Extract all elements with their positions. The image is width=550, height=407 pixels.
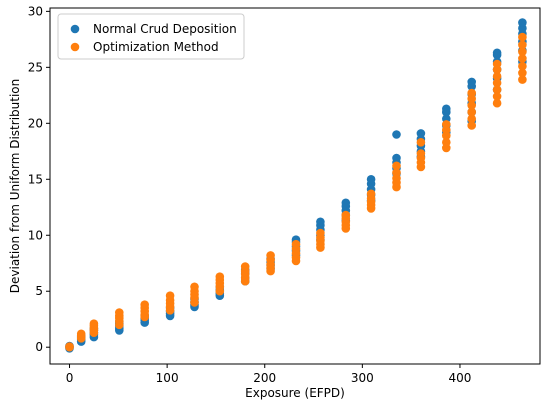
- point-normal-crud: [341, 198, 351, 208]
- point-optimization: [240, 262, 250, 271]
- point-optimization: [190, 282, 199, 292]
- point-optimization: [492, 85, 502, 94]
- legend-marker-normal-crud: [70, 24, 80, 34]
- point-normal-crud: [518, 18, 527, 27]
- y-axis-label: Deviation from Uniform Distribution: [8, 79, 22, 293]
- legend-label-normal-crud: Normal Crud Deposition: [93, 22, 237, 36]
- x-tick-label: 100: [156, 371, 179, 385]
- point-normal-crud: [492, 48, 502, 58]
- y-tick-label: 10: [28, 228, 43, 242]
- point-optimization: [518, 32, 527, 42]
- point-optimization: [392, 161, 401, 171]
- legend-marker-optimization: [70, 42, 80, 52]
- point-optimization: [392, 168, 401, 177]
- point-normal-crud: [392, 153, 401, 163]
- point-optimization: [467, 107, 477, 117]
- point-optimization: [89, 319, 99, 329]
- point-optimization: [442, 120, 451, 129]
- point-optimization: [467, 121, 477, 130]
- point-normal-crud: [416, 129, 426, 138]
- point-optimization: [518, 68, 527, 78]
- y-tick-label: 30: [28, 4, 43, 18]
- point-normal-crud: [366, 175, 376, 184]
- point-optimization: [467, 101, 477, 110]
- y-tick-label: 5: [35, 284, 43, 298]
- y-tick-label: 15: [28, 172, 43, 186]
- x-tick-label: 300: [351, 371, 374, 385]
- point-normal-crud: [316, 217, 325, 227]
- axes-frame: [49, 7, 541, 365]
- x-tick-label: 400: [449, 371, 472, 385]
- legend-frame: [57, 13, 245, 60]
- point-optimization: [341, 210, 351, 220]
- point-normal-crud: [467, 77, 477, 87]
- x-tick-label: 200: [253, 371, 276, 385]
- point-optimization: [416, 138, 426, 147]
- point-optimization: [76, 329, 86, 339]
- points-layer: [65, 18, 527, 353]
- point-optimization: [492, 72, 502, 81]
- point-optimization: [518, 40, 527, 50]
- point-normal-crud: [392, 130, 401, 139]
- x-axis-label: Exposure (EFPD): [245, 386, 345, 400]
- point-optimization: [115, 308, 124, 317]
- point-optimization: [492, 98, 502, 108]
- point-optimization: [467, 114, 477, 124]
- point-normal-crud: [442, 104, 451, 114]
- y-tick-label: 25: [28, 60, 43, 74]
- point-optimization: [316, 228, 325, 238]
- point-optimization: [140, 300, 149, 310]
- x-axis-ticks: 0 100 200 300 400: [66, 364, 472, 385]
- point-optimization: [266, 251, 275, 260]
- point-optimization: [492, 78, 502, 88]
- point-optimization: [65, 342, 74, 351]
- point-optimization: [366, 189, 376, 199]
- point-optimization: [467, 88, 477, 98]
- point-optimization: [492, 59, 502, 69]
- y-axis-ticks: 0 5 10 15 20 25 30: [28, 4, 50, 354]
- point-optimization: [291, 239, 301, 249]
- legend: Normal Crud Deposition Optimization Meth…: [57, 13, 245, 60]
- point-optimization: [492, 92, 502, 101]
- y-tick-label: 0: [35, 340, 43, 354]
- point-optimization: [215, 272, 225, 282]
- point-optimization: [518, 75, 527, 84]
- point-optimization: [165, 291, 175, 301]
- point-optimization: [416, 149, 426, 158]
- x-tick-label: 0: [66, 371, 74, 385]
- point-optimization: [518, 47, 527, 56]
- legend-label-optimization: Optimization Method: [93, 40, 219, 54]
- y-tick-label: 20: [28, 116, 43, 130]
- point-optimization: [442, 138, 451, 147]
- point-optimization: [518, 61, 527, 71]
- point-optimization: [518, 54, 527, 63]
